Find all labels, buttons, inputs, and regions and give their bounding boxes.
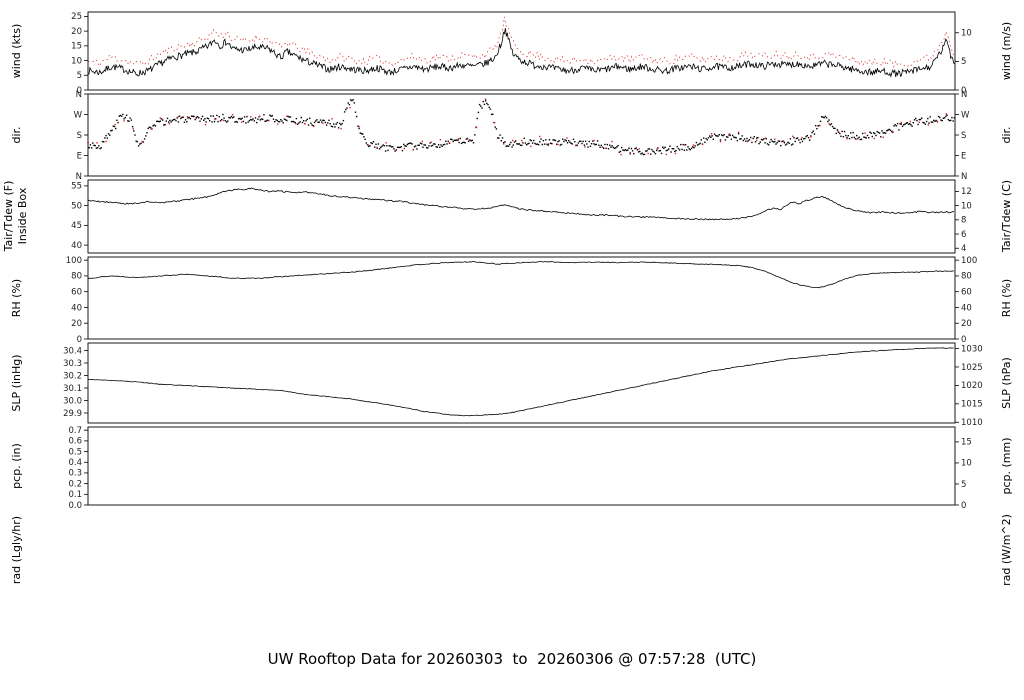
svg-text:40: 40 <box>71 303 82 313</box>
svg-text:0.7: 0.7 <box>68 426 82 436</box>
svg-text:80: 80 <box>961 272 972 282</box>
svg-text:0: 0 <box>961 86 966 96</box>
panel-pcp: 0.00.10.20.30.40.50.60.7 0 5 10 15 <box>68 426 971 511</box>
svg-text:E: E <box>77 151 82 161</box>
svg-text:W: W <box>961 110 970 120</box>
svg-text:30.0: 30.0 <box>63 396 82 406</box>
svg-text:40: 40 <box>961 303 972 313</box>
svg-text:0.4: 0.4 <box>68 458 82 468</box>
svg-text:N: N <box>76 90 82 100</box>
svg-text:55: 55 <box>71 182 82 192</box>
panel-rh: 0 20 40 60 80 100 0 20 40 60 80 100 <box>66 256 977 345</box>
svg-text:1010: 1010 <box>961 418 983 428</box>
svg-text:0: 0 <box>77 335 82 345</box>
svg-text:80: 80 <box>71 272 82 282</box>
svg-text:0.3: 0.3 <box>68 469 82 479</box>
svg-text:0: 0 <box>77 86 82 96</box>
svg-text:0.5: 0.5 <box>68 447 82 457</box>
svg-text:E: E <box>961 151 966 161</box>
svg-text:0.0: 0.0 <box>68 501 82 511</box>
panel-temp: 40 45 50 55 4 6 8 10 12 <box>71 179 972 254</box>
svg-text:0: 0 <box>961 501 966 511</box>
svg-text:0.6: 0.6 <box>68 437 82 447</box>
svg-text:30.1: 30.1 <box>63 384 82 394</box>
svg-text:25: 25 <box>71 12 82 22</box>
svg-text:20: 20 <box>71 319 82 329</box>
svg-text:0: 0 <box>961 335 966 345</box>
svg-text:45: 45 <box>71 221 82 231</box>
chart-title: UW Rooftop Data for 20260303 to 20260306… <box>267 650 757 668</box>
svg-text:N: N <box>76 172 82 182</box>
svg-text:0.2: 0.2 <box>68 479 82 489</box>
svg-text:30.3: 30.3 <box>63 359 82 369</box>
svg-text:10: 10 <box>961 29 972 39</box>
rad-wm2-axis-label: rad (W/m^2) <box>1000 514 1013 586</box>
svg-text:20: 20 <box>71 27 82 37</box>
svg-text:12: 12 <box>961 187 972 197</box>
svg-text:N: N <box>961 172 967 182</box>
svg-text:15: 15 <box>71 42 82 52</box>
rad-lgly-axis-label: rad (Lgly/hr) <box>10 515 23 585</box>
svg-text:15: 15 <box>961 438 972 448</box>
svg-text:1020: 1020 <box>961 381 983 391</box>
svg-text:100: 100 <box>66 256 82 266</box>
svg-text:30.4: 30.4 <box>63 346 82 356</box>
svg-text:60: 60 <box>961 287 972 297</box>
svg-text:60: 60 <box>71 287 82 297</box>
svg-text:4: 4 <box>961 244 966 254</box>
svg-text:W: W <box>74 110 83 120</box>
svg-text:40: 40 <box>71 241 82 251</box>
svg-text:8: 8 <box>961 216 966 226</box>
panel-slp: 29.9 30.0 30.1 30.2 30.3 30.4 1010 1015 1020 1025… <box>63 342 983 428</box>
svg-text:N: N <box>961 90 967 100</box>
svg-text:50: 50 <box>71 201 82 211</box>
svg-text:30.2: 30.2 <box>63 371 82 381</box>
svg-text:1030: 1030 <box>961 344 983 354</box>
svg-text:5: 5 <box>961 57 966 67</box>
panel-wind: 0 5 10 15 20 25 0 5 10 <box>71 11 972 96</box>
svg-text:10: 10 <box>961 201 972 211</box>
svg-text:6: 6 <box>961 230 966 240</box>
svg-text:0.1: 0.1 <box>68 490 82 500</box>
svg-text:10: 10 <box>961 459 972 469</box>
svg-text:5: 5 <box>961 480 966 490</box>
svg-text:100: 100 <box>961 256 977 266</box>
svg-text:29.9: 29.9 <box>63 409 82 419</box>
svg-text:S: S <box>77 131 82 141</box>
svg-text:5: 5 <box>77 71 82 81</box>
svg-text:1025: 1025 <box>961 363 983 373</box>
svg-text:20: 20 <box>961 319 972 329</box>
svg-text:10: 10 <box>71 56 82 66</box>
svg-text:1015: 1015 <box>961 400 983 410</box>
svg-text:S: S <box>961 131 966 141</box>
